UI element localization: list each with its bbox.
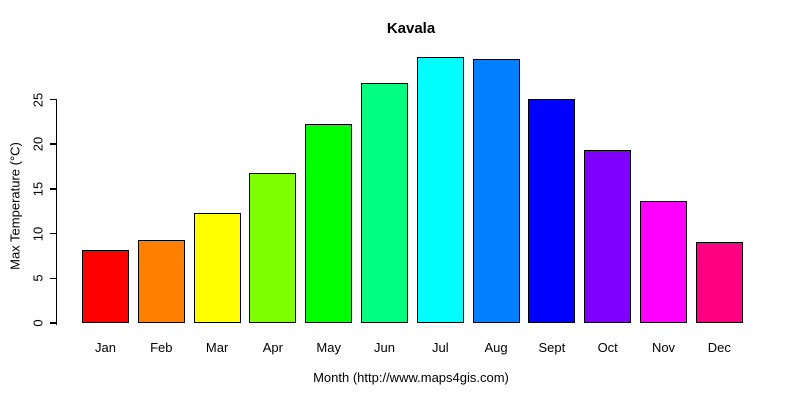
bar-nov (640, 201, 687, 323)
y-tick-label: 25 (30, 92, 46, 107)
y-tick-mark (50, 98, 57, 101)
x-tick-label: Feb (150, 340, 173, 355)
y-tick-label: 15 (30, 181, 46, 197)
x-tick-label: Jul (431, 340, 449, 355)
bar-oct (584, 150, 632, 323)
y-tick-mark (50, 188, 57, 190)
x-tick-label: Aug (484, 340, 508, 355)
x-tick-label: Oct (597, 340, 618, 355)
bar-dec (695, 241, 743, 323)
x-axis-label: Month (http://www.maps4gis.com) (313, 370, 509, 385)
x-tick-label: Apr (262, 340, 283, 355)
y-axis-line (55, 99, 57, 325)
y-tick-label: 10 (30, 226, 46, 241)
y-tick-mark (50, 143, 57, 145)
x-tick-label: Sept (538, 340, 566, 355)
bar-sept (528, 98, 576, 323)
y-tick-label: 20 (30, 136, 46, 152)
bar-jul (416, 57, 464, 323)
x-tick-label: Mar (205, 340, 229, 355)
x-tick-label: May (316, 340, 341, 355)
x-tick-label: Dec (707, 340, 731, 355)
y-tick-mark (50, 232, 57, 235)
x-tick-label: Jun (374, 340, 395, 355)
bar-aug (472, 59, 520, 323)
chart-title: Kavala (386, 20, 436, 37)
y-tick-label: 5 (30, 274, 46, 282)
y-tick-label: 0 (30, 319, 46, 327)
bar-feb (137, 239, 185, 323)
bar-apr (249, 172, 297, 323)
x-tick-label: Nov (651, 340, 676, 355)
bar-may (305, 123, 353, 323)
y-tick-mark (50, 322, 57, 324)
bar-jan (82, 249, 129, 323)
x-tick-label: Jan (95, 340, 116, 355)
bar-mar (193, 213, 241, 323)
bar-jun (361, 82, 408, 323)
y-tick-mark (50, 277, 57, 280)
y-axis-label: Max Temperature (°C) (7, 142, 23, 270)
